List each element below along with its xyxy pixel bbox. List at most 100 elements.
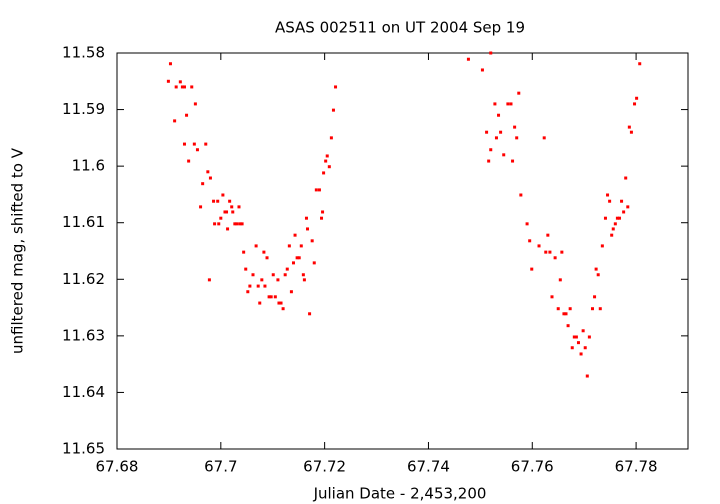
data-point <box>506 102 510 106</box>
data-point <box>302 278 306 282</box>
data-point <box>489 51 493 55</box>
data-point <box>497 113 501 117</box>
data-point <box>489 148 493 152</box>
data-point <box>548 250 552 254</box>
data-point <box>624 176 628 180</box>
data-point <box>256 284 260 288</box>
data-point <box>233 222 237 226</box>
y-tick-label: 11.6 <box>72 157 105 175</box>
data-point <box>206 170 210 174</box>
data-point <box>201 182 205 186</box>
data-point <box>513 125 517 129</box>
data-point <box>240 222 244 226</box>
data-point <box>550 295 554 299</box>
data-point <box>511 159 515 163</box>
x-tick-label: 67.72 <box>303 458 346 476</box>
data-point <box>596 273 600 277</box>
data-point <box>583 346 587 350</box>
data-point <box>226 227 230 231</box>
data-point <box>587 335 591 339</box>
x-tick-label: 67.68 <box>96 458 139 476</box>
data-point <box>187 159 191 163</box>
data-point <box>546 233 550 237</box>
data-point <box>192 142 196 146</box>
data-point <box>558 278 562 282</box>
data-point <box>173 119 177 123</box>
data-point <box>494 136 498 140</box>
data-point <box>308 312 312 316</box>
data-point <box>487 159 491 163</box>
data-point <box>509 102 513 106</box>
data-point <box>254 244 258 248</box>
data-point <box>262 250 266 254</box>
data-point <box>579 352 583 356</box>
data-point <box>562 312 566 316</box>
chart-title: ASAS 002511 on UT 2004 Sep 19 <box>275 19 525 37</box>
data-point <box>622 210 626 214</box>
data-point <box>598 307 602 311</box>
data-point <box>223 210 227 214</box>
data-point <box>277 301 281 305</box>
data-point <box>324 159 328 163</box>
data-point <box>299 244 303 248</box>
data-point <box>581 329 585 333</box>
data-point <box>199 205 203 209</box>
data-point <box>590 307 594 311</box>
y-axis-label: unfiltered mag, shifted to V <box>9 147 27 354</box>
data-point <box>638 62 642 66</box>
data-point <box>620 199 624 203</box>
data-point <box>267 295 271 299</box>
data-point <box>585 374 589 378</box>
data-point <box>553 256 557 260</box>
data-point <box>225 210 229 214</box>
y-tick-label: 11.64 <box>62 383 105 401</box>
data-point <box>260 278 264 282</box>
data-point <box>502 153 506 157</box>
data-point <box>530 267 534 271</box>
data-point <box>289 290 293 294</box>
data-point <box>228 199 232 203</box>
data-point <box>219 216 223 220</box>
data-point <box>629 130 633 134</box>
data-point <box>182 85 186 89</box>
data-point <box>276 278 280 282</box>
data-point <box>515 136 519 140</box>
data-point <box>525 222 529 226</box>
data-point <box>301 273 305 277</box>
x-axis-label: Julian Date - 2,453,200 <box>313 485 487 503</box>
data-point <box>279 301 283 305</box>
data-point <box>606 193 610 197</box>
y-tick-label: 11.65 <box>62 440 105 458</box>
data-point <box>603 216 607 220</box>
data-point <box>238 222 242 226</box>
x-tick-label: 67.7 <box>204 458 237 476</box>
data-point <box>180 85 184 89</box>
data-point <box>258 301 262 305</box>
data-point <box>208 176 212 180</box>
data-point <box>168 62 172 66</box>
data-point <box>178 80 182 84</box>
data-point <box>322 171 326 175</box>
data-point <box>230 205 234 209</box>
data-point <box>212 199 216 203</box>
y-tick-label: 11.58 <box>62 44 105 62</box>
data-point <box>312 261 316 265</box>
data-point <box>182 142 186 146</box>
data-point <box>564 312 568 316</box>
data-point <box>331 108 335 112</box>
data-point <box>542 136 546 140</box>
data-point <box>216 199 220 203</box>
data-point <box>327 165 331 169</box>
data-point <box>610 233 614 237</box>
data-point <box>608 199 612 203</box>
data-point <box>627 125 631 129</box>
data-point <box>246 290 250 294</box>
y-tick-label: 11.59 <box>62 100 105 118</box>
data-point <box>195 148 199 152</box>
data-point <box>556 307 560 311</box>
y-tick-label: 11.62 <box>62 270 105 288</box>
data-point <box>600 244 604 248</box>
data-point <box>576 341 580 345</box>
plot-frame <box>116 52 689 450</box>
